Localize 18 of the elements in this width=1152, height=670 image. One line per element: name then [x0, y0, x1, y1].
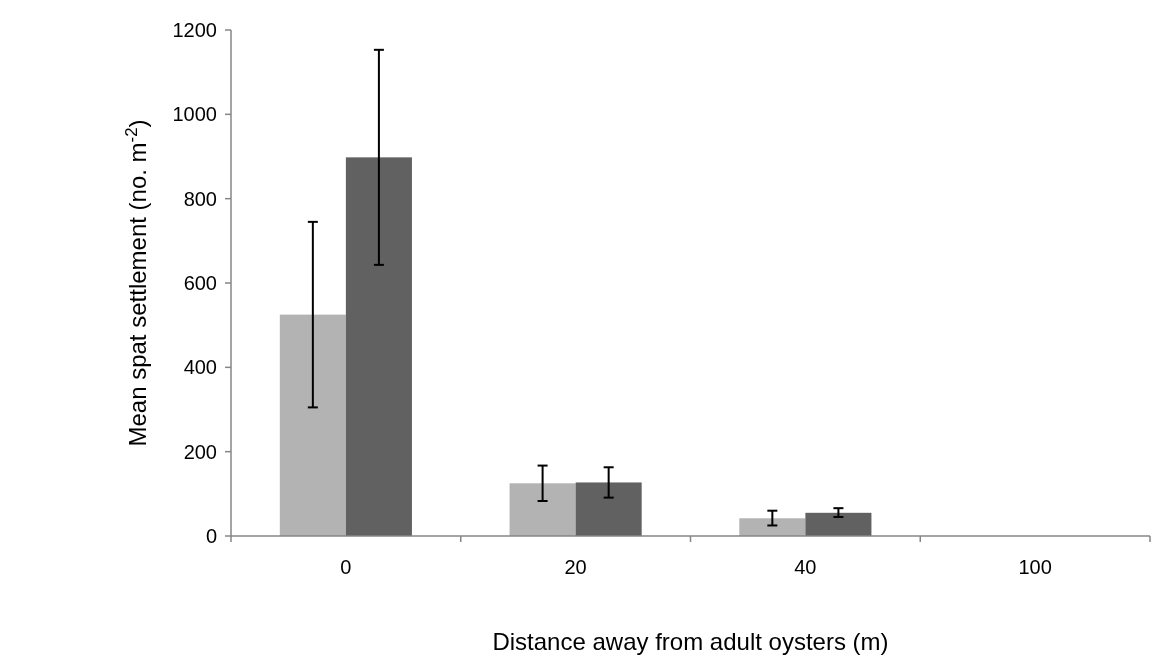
bar	[345, 157, 412, 536]
x-tick-label: 40	[794, 556, 817, 578]
y-tick-label: 200	[183, 440, 217, 463]
y-tick-label: 400	[183, 356, 217, 379]
x-tick-label: 100	[1018, 556, 1052, 578]
bar	[739, 518, 806, 536]
y-tick-label: 1200	[172, 19, 217, 41]
bar	[279, 314, 346, 536]
y-tick-label: 800	[183, 187, 217, 210]
y-tick-label: 1000	[172, 103, 217, 126]
y-tick-label: 600	[183, 272, 217, 294]
bar	[575, 482, 642, 536]
x-axis-title: Distance away from adult oysters (m)	[492, 628, 889, 655]
x-tick-label: 0	[340, 556, 352, 578]
bar	[805, 512, 872, 536]
y-tick-label: 0	[205, 525, 217, 547]
bar	[509, 483, 576, 536]
x-tick-label: 20	[564, 556, 587, 578]
